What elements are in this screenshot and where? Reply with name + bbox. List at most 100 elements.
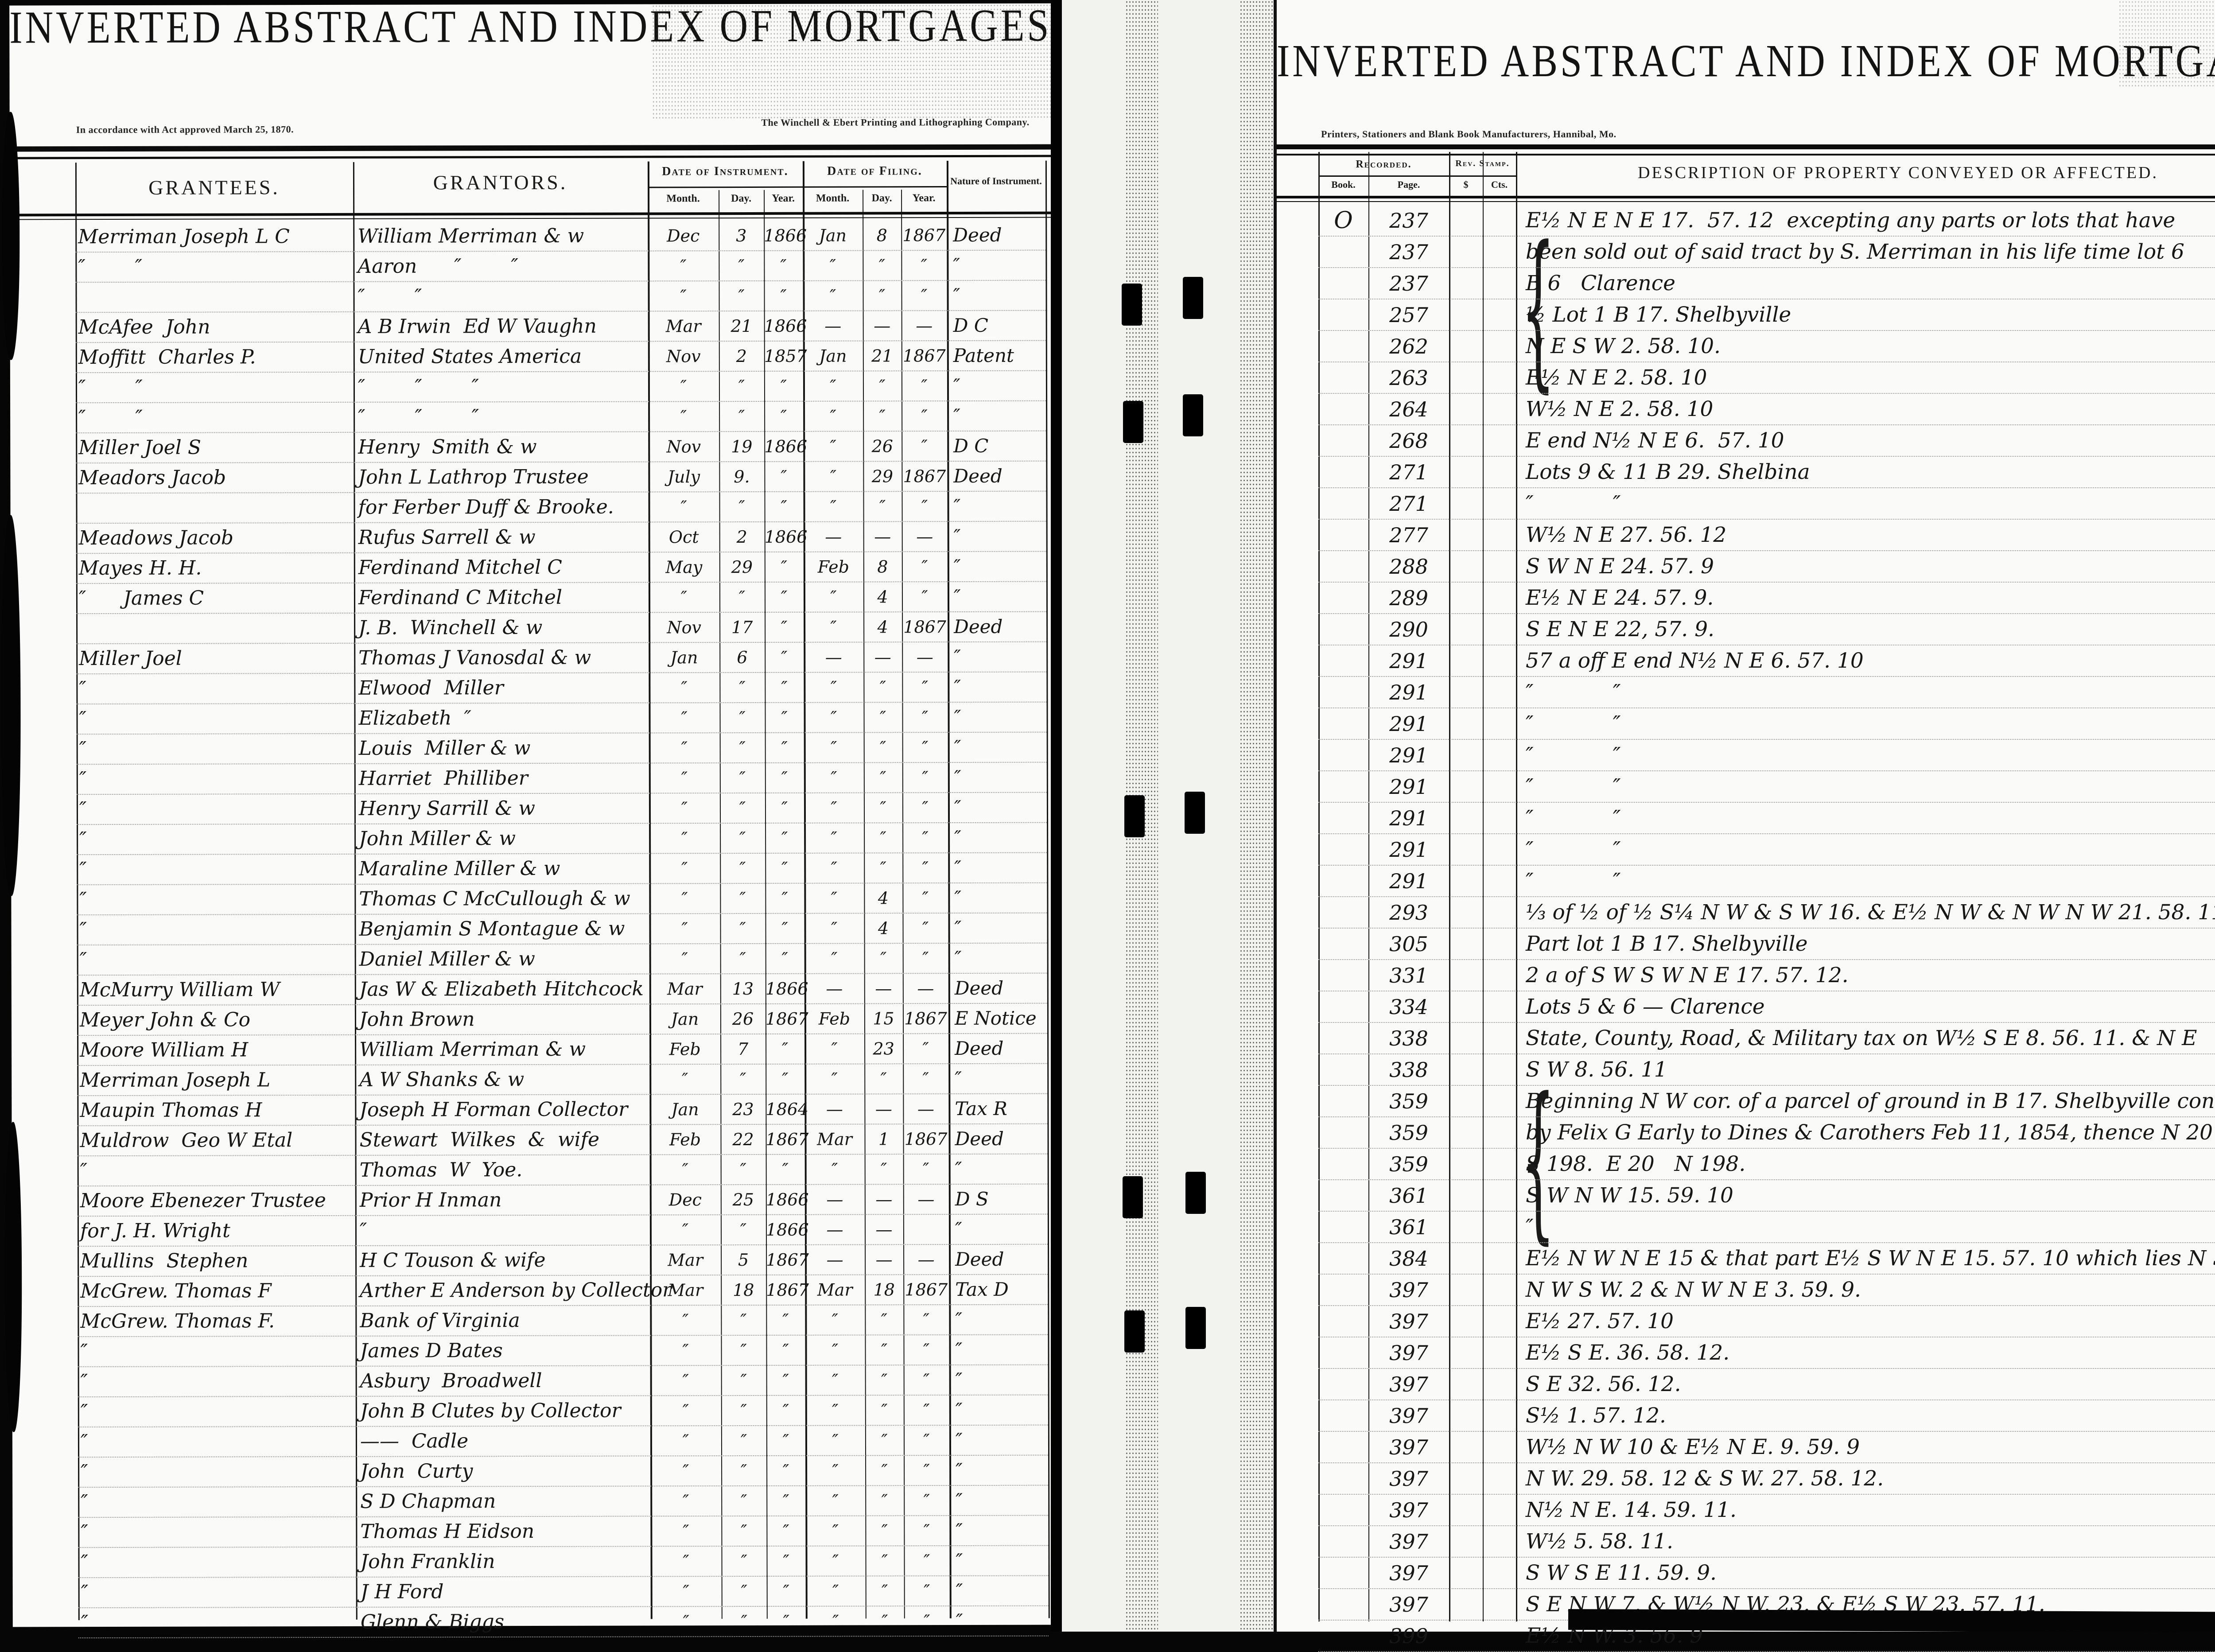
table-row: 277 W½ N E 27. 56. 12 bbox=[1318, 520, 2215, 551]
filing-day-cell: — bbox=[865, 1221, 903, 1238]
filing-day-cell: 8 bbox=[863, 227, 901, 244]
grantee-cell: McGrew. Thomas F. bbox=[78, 1311, 355, 1331]
col-book: Book. bbox=[1318, 179, 1368, 190]
instrument-year-cell: 1867 bbox=[766, 1011, 804, 1027]
filing-day-cell: ″ bbox=[863, 498, 902, 515]
filing-month-cell: ″ bbox=[804, 829, 864, 846]
grantee-cell: Merriman Joseph L bbox=[77, 1070, 355, 1090]
description-cell: ″ ″ bbox=[1516, 682, 2215, 703]
table-row: ″ ″ Aaron ″ ″ ″ ″ ″ ″ ″ ″ ″ bbox=[75, 251, 1045, 283]
filing-month-cell: ″ bbox=[806, 1582, 866, 1599]
nature-cell: ″ bbox=[948, 828, 1047, 847]
table-row: for J. H. Wright ″ ″ ″ 1866 — — ″ bbox=[78, 1215, 1048, 1247]
filing-year-cell: 1867 bbox=[903, 1131, 948, 1147]
grantor-cell: Elizabeth ″ bbox=[354, 708, 649, 728]
col-cents: Cts. bbox=[1483, 179, 1516, 190]
grantee-cell: ″ ″ bbox=[76, 408, 354, 428]
table-row: Merriman Joseph L C William Merriman & w… bbox=[75, 221, 1045, 253]
page-number-cell: 291 bbox=[1368, 651, 1449, 671]
rule bbox=[10, 155, 1061, 159]
col-page: Page. bbox=[1368, 179, 1449, 190]
table-row: 359 S 198. E 20 N 198. bbox=[1318, 1149, 2215, 1180]
instrument-month-cell: ″ bbox=[649, 890, 720, 907]
instrument-day-cell: 2 bbox=[719, 348, 764, 365]
table-row: Meadows Jacob Rufus Sarrell & w Oct 2 18… bbox=[76, 522, 1046, 554]
nature-cell: ″ bbox=[949, 1461, 1048, 1480]
description-cell: Beginning N W cor. of a parcel of ground… bbox=[1516, 1091, 2215, 1112]
grantee-cell: ″ bbox=[77, 859, 354, 879]
page-number-cell: 268 bbox=[1368, 431, 1449, 451]
grantee-cell bbox=[76, 628, 354, 629]
filing-year-cell: 1867 bbox=[903, 1281, 949, 1298]
torn-edge bbox=[2, 112, 20, 360]
col-grantees: GRANTEES. bbox=[75, 175, 353, 199]
filing-year-cell: — bbox=[903, 980, 948, 997]
filing-year-cell: ″ bbox=[904, 1613, 950, 1629]
grantor-cell: Louis Miller & w bbox=[354, 738, 649, 758]
table-row: Muldrow Geo W Etal Stewart Wilkes & wife… bbox=[77, 1124, 1047, 1157]
instrument-month-cell: ″ bbox=[649, 770, 720, 786]
instrument-day-cell: 21 bbox=[719, 318, 764, 334]
filing-month-cell: ″ bbox=[805, 1522, 865, 1539]
instrument-day-cell: ″ bbox=[719, 257, 764, 274]
grantor-cell: Bank of Virginia bbox=[355, 1310, 650, 1330]
nature-cell: ″ bbox=[948, 557, 1046, 576]
grantee-cell: ″ bbox=[76, 709, 354, 729]
instrument-month-cell: ″ bbox=[650, 1312, 721, 1329]
left-page: INVERTED ABSTRACT AND INDEX OF MORTGAGES… bbox=[9, 4, 1064, 1627]
filing-year-cell: — bbox=[903, 1251, 949, 1268]
table-row: 397 S½ 1. 57. 12. bbox=[1318, 1400, 2215, 1432]
gutter-shadow-band bbox=[1240, 0, 1275, 1632]
description-cell: E½ N E N E 17. 57. 12 excepting any part… bbox=[1516, 210, 2215, 231]
table-row: 305 Part lot 1 B 17. Shelbyville bbox=[1318, 929, 2215, 960]
filing-month-cell: ″ bbox=[804, 709, 864, 726]
table-row: 237 B 6 Clarence bbox=[1318, 268, 2215, 299]
instrument-month-cell: ″ bbox=[648, 378, 719, 395]
instrument-month-cell: ″ bbox=[650, 1402, 721, 1419]
table-row: ″ Daniel Miller & w ″ ″ ″ ″ ″ ″ ″ bbox=[77, 944, 1047, 976]
page-number-cell: 264 bbox=[1368, 399, 1449, 420]
table-row: 291 ″ ″ bbox=[1318, 708, 2215, 740]
table-row: 291 ″ ″ bbox=[1318, 834, 2215, 866]
instrument-year-cell: ″ bbox=[766, 1553, 805, 1570]
table-row: ″ Elwood Miller ″ ″ ″ ″ ″ ″ ″ bbox=[76, 672, 1046, 705]
instrument-day-cell: ″ bbox=[719, 498, 765, 515]
grantee-cell: McAfee John bbox=[76, 317, 354, 337]
table-row: ″ Glenn & Biggs ″ ″ ″ ″ ″ ″ ″ bbox=[78, 1606, 1049, 1639]
filing-day-cell: ″ bbox=[865, 1372, 904, 1388]
grantor-cell: Prior H Inman bbox=[355, 1190, 650, 1210]
filing-year-cell: — bbox=[902, 649, 948, 665]
instrument-day-cell: 17 bbox=[719, 619, 765, 636]
filing-month-cell: ″ bbox=[803, 468, 863, 485]
table-row: ″ ″ ″ ″ ″ ″ ″ ″ ″ bbox=[75, 281, 1045, 313]
grantor-cell: Thomas J Vanosdal & w bbox=[354, 648, 649, 668]
description-cell: E½ N E 24. 57. 9. bbox=[1516, 587, 2215, 608]
grantor-cell: Henry Smith & w bbox=[354, 437, 648, 457]
nature-cell: ″ bbox=[949, 1220, 1048, 1239]
nature-cell: ″ bbox=[948, 678, 1046, 696]
grantor-cell: Thomas W Yoe. bbox=[355, 1160, 650, 1180]
filing-month-cell: ″ bbox=[804, 588, 863, 605]
filing-month-cell: Feb bbox=[804, 558, 863, 575]
filing-day-cell: ″ bbox=[863, 679, 902, 696]
nature-cell: ″ bbox=[948, 798, 1047, 817]
grantor-cell: ″ ″ bbox=[354, 286, 648, 306]
table-row: 293 ⅓ of ½ of ½ S¼ N W & S W 16. & E½ N … bbox=[1318, 897, 2215, 929]
table-row: ″ Henry Sarrill & w ″ ″ ″ ″ ″ ″ ″ bbox=[77, 793, 1047, 825]
filing-month-cell: Feb bbox=[804, 1010, 864, 1027]
instrument-year-cell: ″ bbox=[766, 1462, 805, 1479]
nature-cell: ″ bbox=[949, 1371, 1048, 1389]
instrument-year-cell: ″ bbox=[764, 378, 803, 395]
grantor-cell: Aaron ″ ″ bbox=[353, 256, 648, 276]
punch-hole bbox=[1124, 795, 1145, 837]
instrument-day-cell: ″ bbox=[719, 679, 765, 696]
instrument-month-cell: ″ bbox=[650, 1432, 721, 1449]
description-cell: E½ N W N E 15 & that part E½ S W N E 15.… bbox=[1516, 1248, 2215, 1269]
filing-month-cell: ″ bbox=[805, 1161, 865, 1178]
filing-month-cell: ″ bbox=[805, 1372, 865, 1388]
filing-year-cell: ″ bbox=[904, 1522, 949, 1539]
nature-cell: ″ bbox=[948, 587, 1046, 606]
nature-cell: ″ bbox=[949, 1341, 1048, 1359]
filing-day-cell: 23 bbox=[864, 1040, 903, 1057]
grantee-cell: Merriman Joseph L C bbox=[75, 227, 353, 247]
